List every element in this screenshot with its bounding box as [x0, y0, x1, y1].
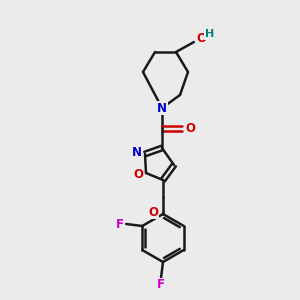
Text: O: O — [148, 206, 158, 218]
Text: N: N — [132, 146, 142, 160]
Text: F: F — [157, 278, 165, 292]
Text: O: O — [133, 169, 143, 182]
Text: N: N — [157, 101, 167, 115]
Text: O: O — [185, 122, 195, 134]
Text: O: O — [196, 32, 206, 44]
Text: F: F — [116, 218, 124, 230]
Text: H: H — [206, 29, 214, 39]
